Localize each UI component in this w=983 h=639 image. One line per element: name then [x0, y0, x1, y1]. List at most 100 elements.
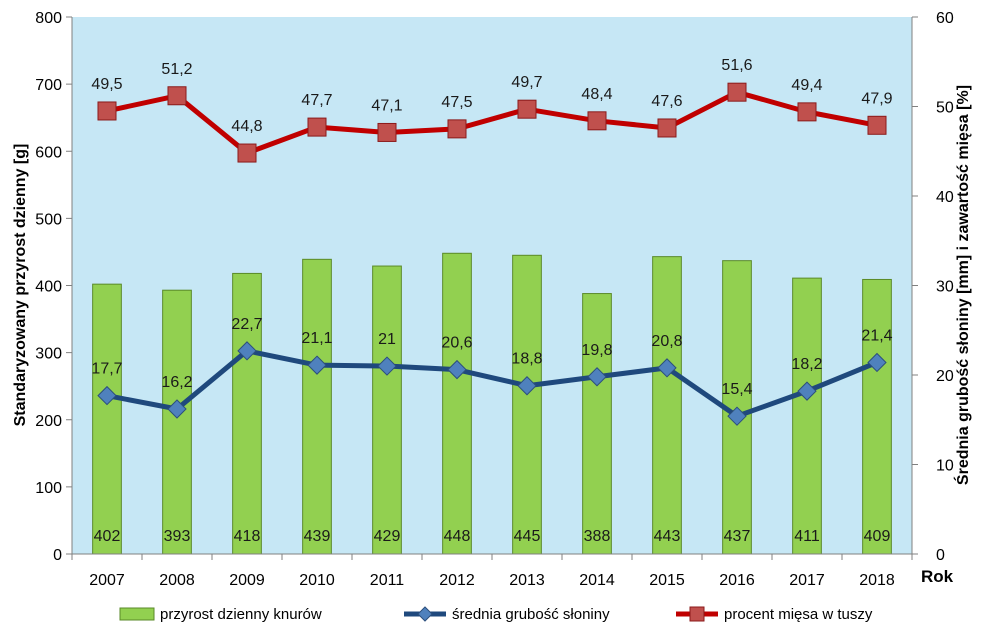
bar	[792, 277, 822, 555]
legend-label: średnia grubość słoniny	[452, 606, 610, 623]
thickness-marker	[657, 358, 677, 378]
bar-value-label: 388	[584, 528, 611, 545]
thickness-value-label: 15,4	[721, 381, 752, 398]
meat-value-label: 47,1	[371, 97, 402, 114]
left-tick-label: 600	[35, 144, 62, 161]
legend-swatch-marker	[417, 606, 433, 622]
bar-value-label: 443	[654, 528, 681, 545]
bar-value-label: 411	[794, 528, 820, 545]
thickness-value-label: 21,4	[861, 327, 892, 344]
bar	[372, 265, 402, 555]
bar	[582, 293, 612, 555]
plot-area	[72, 17, 912, 554]
left-tick-label: 500	[35, 211, 62, 228]
bar-value-label: 445	[514, 528, 541, 545]
left-axis-title: Standaryzowany przyrost dzienny [g]	[12, 144, 29, 427]
bar	[442, 252, 472, 555]
data-labels-layer: 402 393 418 439 429 448 445 388 443 437 411 409 17,7…	[91, 57, 892, 545]
bar	[162, 289, 192, 555]
x-tick-label: 2012	[439, 572, 475, 589]
legend-swatch-bar	[119, 607, 155, 621]
left-tick-label: 800	[35, 10, 62, 27]
thickness-value-label: 22,7	[231, 316, 262, 333]
x-tick-label: 2014	[579, 572, 615, 589]
bar-value-label: 437	[724, 528, 751, 545]
thickness-marker	[97, 385, 117, 406]
meat-marker	[167, 86, 187, 106]
meat-value-label: 49,7	[511, 74, 542, 91]
thickness-marker	[587, 367, 607, 387]
x-tick-label: 2009	[229, 572, 265, 589]
right-tick-label: 20	[936, 368, 954, 385]
meat-value-label: 51,6	[721, 57, 752, 74]
meat-marker	[867, 115, 887, 135]
thickness-value-label: 21,1	[301, 330, 332, 347]
bar	[92, 283, 122, 555]
thickness-marker	[727, 406, 747, 426]
meat-marker	[237, 143, 257, 163]
x-tick-label: 2017	[789, 572, 825, 589]
bars-layer	[92, 252, 892, 555]
meat-marker	[447, 119, 467, 139]
x-tick-label: 2011	[370, 572, 405, 589]
thickness-marker	[867, 352, 887, 373]
meat-marker	[377, 122, 397, 142]
legend: przyrost dzienny knurów średnia grubość s…	[119, 606, 873, 623]
thickness-value-label: 19,8	[581, 342, 612, 359]
legend-swatch-marker	[689, 606, 705, 622]
bar-value-label: 448	[444, 528, 471, 545]
meat-marker	[97, 101, 117, 121]
right-axis-title: Średnia grubość słoniny [mm] i zawartość…	[953, 85, 972, 485]
meat-series-line	[104, 89, 880, 156]
thickness-marker	[307, 355, 327, 375]
meat-marker	[797, 102, 817, 122]
x-tick-label: 2016	[719, 572, 755, 589]
thickness-value-label: 16,2	[161, 374, 192, 391]
meat-value-label: 44,8	[231, 118, 262, 135]
bar-value-label: 429	[374, 528, 401, 545]
right-tick-label: 60	[936, 10, 954, 27]
thickness-value-label: 20,6	[441, 335, 472, 352]
bar	[862, 278, 892, 555]
legend-label: przyrost dzienny knurów	[160, 606, 322, 623]
thickness-value-label: 17,7	[91, 361, 122, 378]
x-tick-label: 2018	[859, 572, 895, 589]
thickness-value-label: 20,8	[651, 333, 682, 350]
x-tick-label: 2013	[509, 572, 545, 589]
thickness-marker	[797, 381, 817, 401]
legend-label: procent mięsa w tuszy	[724, 606, 873, 623]
left-tick-label: 300	[35, 346, 62, 363]
meat-marker	[587, 111, 607, 131]
thickness-marker	[517, 376, 537, 396]
left-tick-label: 400	[35, 279, 62, 296]
right-tick-label: 10	[936, 458, 954, 475]
x-tick-label: 2007	[89, 572, 125, 589]
left-tick-label: 100	[35, 480, 62, 497]
meat-value-label: 49,5	[91, 76, 122, 93]
bar-value-label: 439	[304, 528, 331, 545]
left-tick-label: 0	[53, 547, 62, 564]
meat-value-label: 47,7	[301, 92, 332, 109]
right-tick-label: 50	[936, 100, 954, 117]
bar-value-label: 402	[94, 528, 121, 545]
lines-layer	[97, 82, 887, 426]
thickness-marker	[167, 399, 187, 419]
x-axis-title: Rok	[921, 567, 954, 586]
meat-value-label: 51,2	[161, 61, 192, 78]
meat-marker	[307, 117, 327, 137]
x-tick-label: 2010	[299, 572, 335, 589]
meat-value-label: 49,4	[791, 77, 822, 94]
meat-value-label: 47,6	[651, 93, 682, 110]
x-tick-label: 2008	[159, 572, 195, 589]
thickness-marker	[237, 341, 257, 361]
thickness-marker	[377, 356, 397, 376]
x-tick-label: 2015	[649, 572, 685, 589]
bar	[652, 256, 682, 555]
meat-marker	[657, 118, 677, 138]
thickness-series-line	[104, 348, 880, 419]
right-tick-label: 40	[936, 189, 954, 206]
bar-value-label: 393	[164, 528, 191, 545]
thickness-value-label: 18,8	[511, 351, 542, 368]
meat-value-label: 47,9	[861, 90, 892, 107]
